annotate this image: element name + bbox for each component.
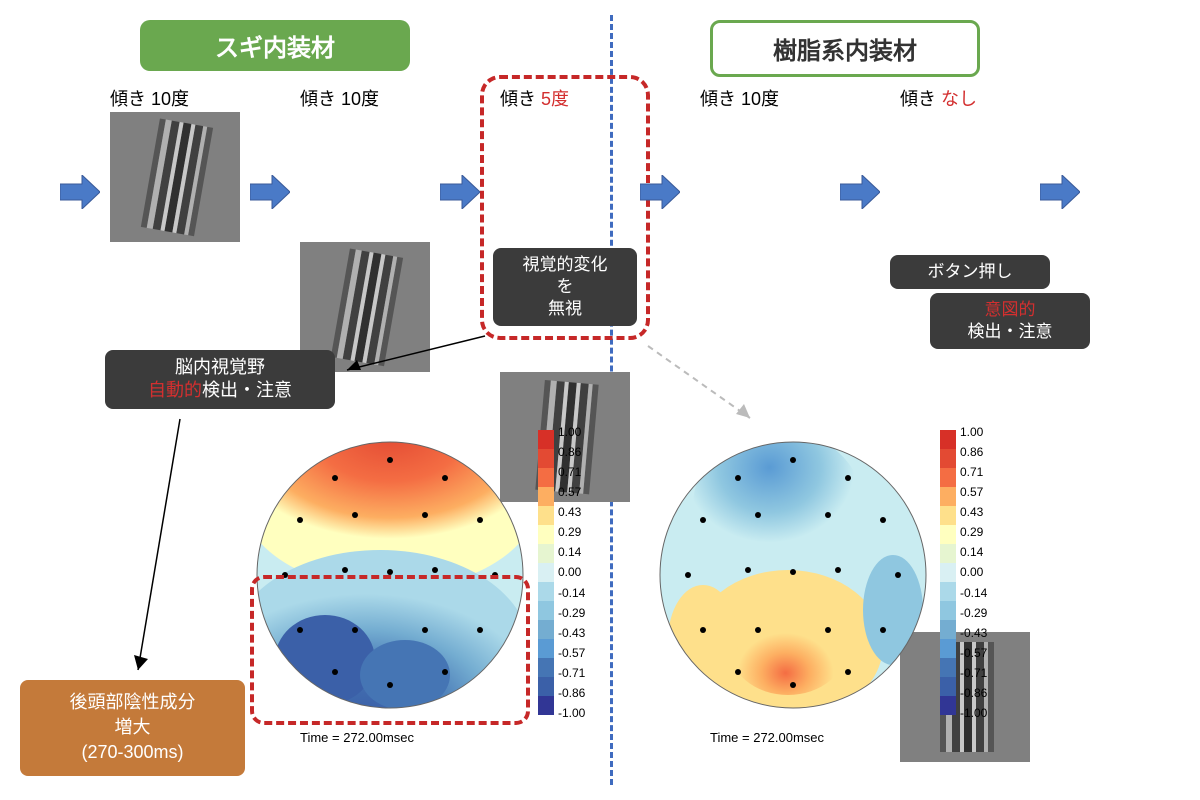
colorbar-tick: 0.29: [960, 526, 987, 538]
arrow-icon: [440, 175, 480, 209]
arrow-icon: [250, 175, 290, 209]
colorbar-tick: -0.43: [558, 627, 585, 639]
left-material-text: スギ内装材: [215, 35, 335, 62]
colorbar-tick: 0.00: [960, 566, 987, 578]
connector-arrow-grey-icon: [640, 340, 770, 430]
colorbar-tick: -0.14: [960, 587, 987, 599]
colorbar-tick: 1.00: [960, 426, 987, 438]
colorbar-right: [940, 430, 956, 715]
colorbar-tick: 0.57: [558, 486, 585, 498]
colorbar-tick: -1.00: [558, 707, 585, 719]
colorbar-tick: 0.00: [558, 566, 585, 578]
topomap-right-time: Time = 272.00msec: [710, 730, 824, 745]
gabor-patch: [110, 112, 240, 242]
stim-label: 傾き 10度: [300, 85, 379, 111]
stim-label: 傾き 5度: [500, 85, 569, 111]
stim-label: 傾き なし: [900, 85, 977, 111]
colorbar-left-labels: 1.00 0.86 0.71 0.57 0.43 0.29 0.14 0.00 -0.14 -0.…: [558, 426, 585, 719]
colorbar-tick: 0.14: [558, 546, 585, 558]
colorbar-tick: -0.57: [960, 647, 987, 659]
colorbar-tick: 0.43: [558, 506, 585, 518]
colorbar-tick: 0.57: [960, 486, 987, 498]
button-press-label: ボタン押し: [890, 255, 1050, 289]
right-material-text: 樹脂系内装材: [773, 38, 917, 65]
left-material-badge: スギ内装材: [140, 20, 410, 71]
stim-label: 傾き 10度: [700, 85, 779, 111]
intentional-detect-label: 意図的 検出・注意: [930, 293, 1090, 349]
colorbar-tick: -0.71: [558, 667, 585, 679]
arrow-icon: [640, 175, 680, 209]
colorbar-tick: 0.14: [960, 546, 987, 558]
colorbar-tick: 0.43: [960, 506, 987, 518]
colorbar-tick: 1.00: [558, 426, 585, 438]
colorbar-tick: -0.29: [558, 607, 585, 619]
colorbar-tick: 0.29: [558, 526, 585, 538]
colorbar-tick: 0.86: [960, 446, 987, 458]
colorbar-left: [538, 430, 554, 715]
connector-arrow-icon: [335, 330, 495, 380]
colorbar-tick: -1.00: [960, 707, 987, 719]
colorbar-tick: 0.71: [558, 466, 585, 478]
colorbar-tick: -0.86: [960, 687, 987, 699]
colorbar-tick: -0.57: [558, 647, 585, 659]
colorbar-tick: 0.71: [960, 466, 987, 478]
topomap-right: [658, 440, 928, 710]
right-material-badge: 樹脂系内装材: [710, 20, 980, 77]
colorbar-tick: -0.14: [558, 587, 585, 599]
arrow-icon: [840, 175, 880, 209]
colorbar-tick: -0.43: [960, 627, 987, 639]
arrow-icon: [60, 175, 100, 209]
posterior-neg-badge: 後頭部陰性成分 増大 (270-300ms): [20, 680, 245, 776]
arrow-icon: [1040, 175, 1080, 209]
highlight-dashed-box-lower: [250, 575, 530, 725]
colorbar-right-labels: 1.00 0.86 0.71 0.57 0.43 0.29 0.14 0.00 -0.14 -0.…: [960, 426, 987, 719]
colorbar-tick: 0.86: [558, 446, 585, 458]
connector-arrow-icon: [120, 415, 200, 685]
colorbar-tick: -0.29: [960, 607, 987, 619]
center-ignore-label: 視覚的変化 を 無視: [493, 248, 637, 326]
topomap-left-time: Time = 272.00msec: [300, 730, 414, 745]
visual-cortex-label: 脳内視覚野 自動的検出・注意: [105, 350, 335, 409]
colorbar-tick: -0.86: [558, 687, 585, 699]
colorbar-tick: -0.71: [960, 667, 987, 679]
stim-label: 傾き 10度: [110, 85, 189, 111]
